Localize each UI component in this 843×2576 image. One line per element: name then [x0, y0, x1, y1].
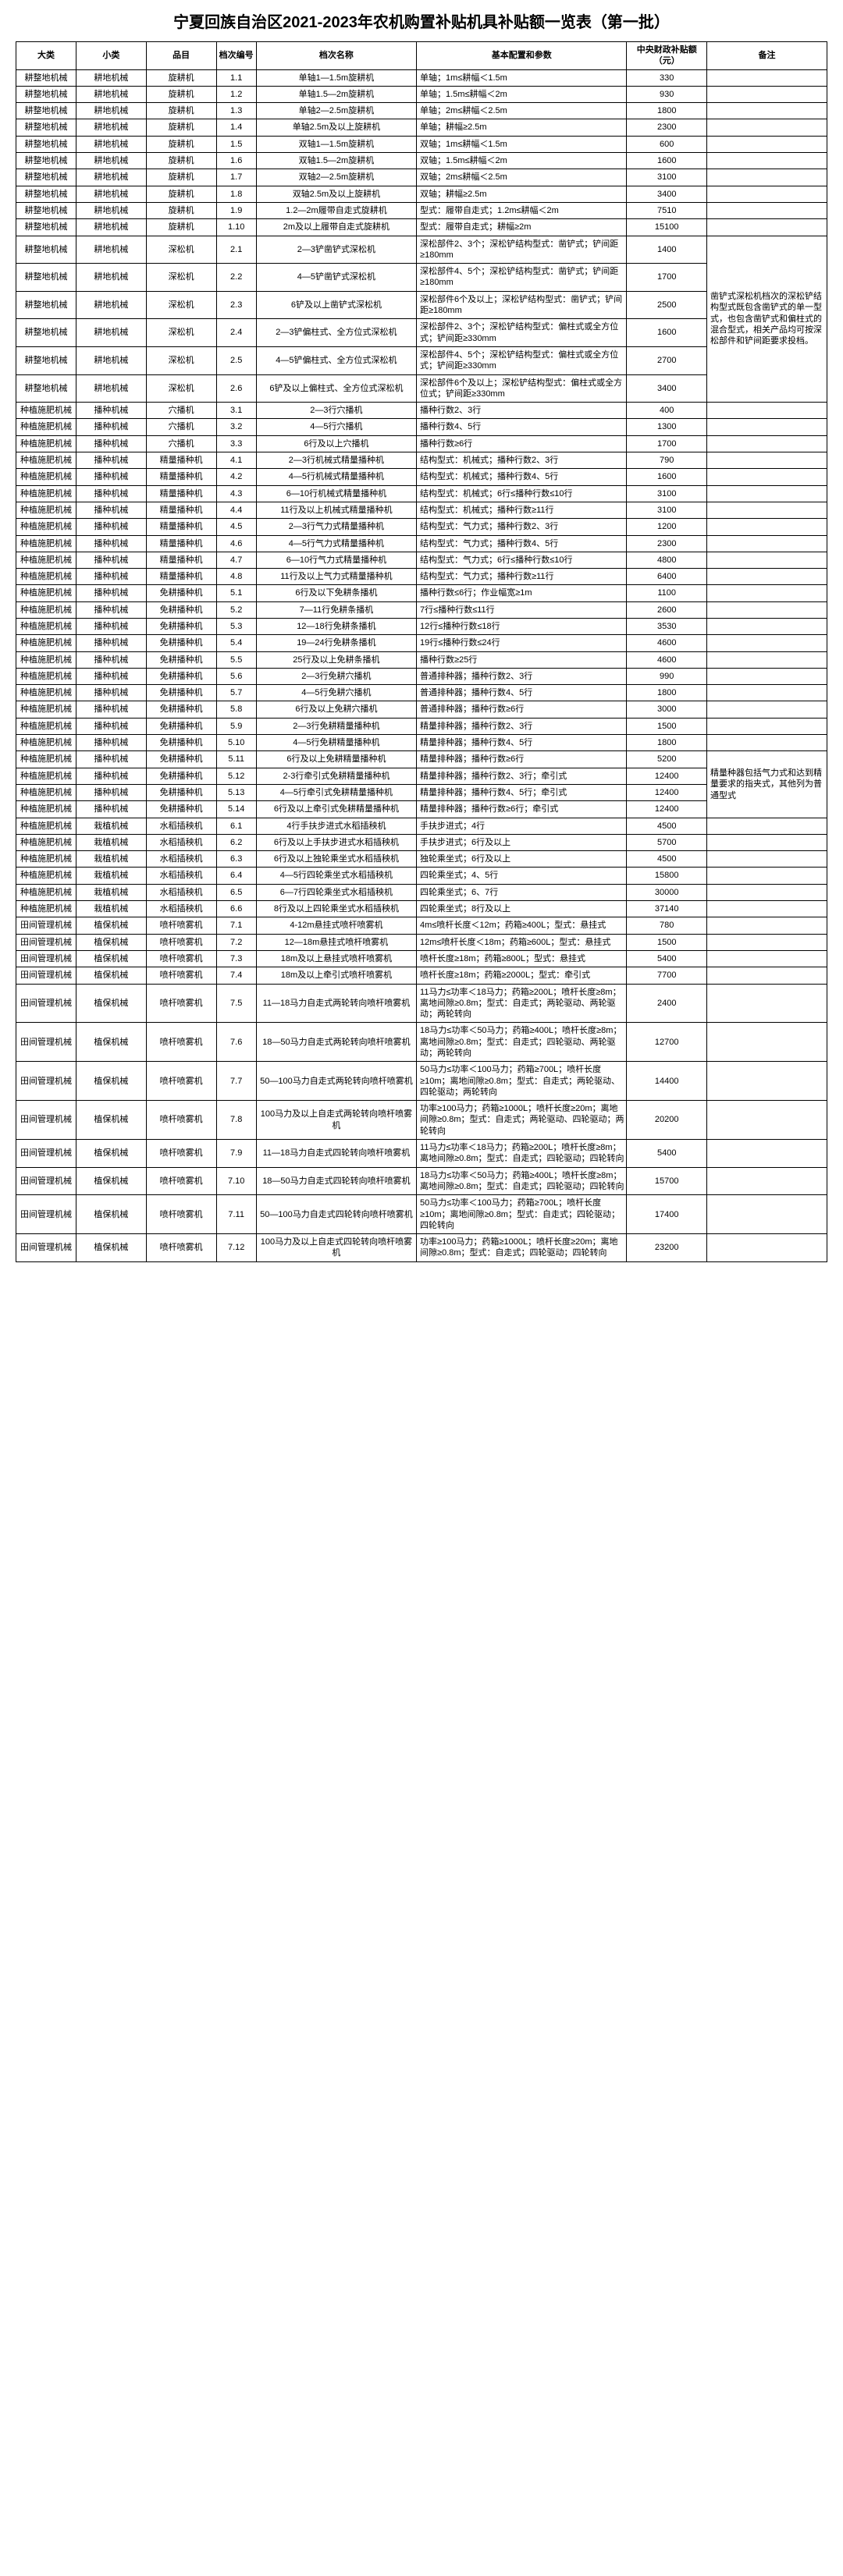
- table-row: 田间管理机械植保机械喷杆喷雾机7.618—50马力自走式两轮转向喷杆喷雾机18马…: [16, 1023, 827, 1062]
- table-row: 种植施肥机械栽植机械水稻插秧机6.36行及以上独轮乘坐式水稻插秧机独轮乘坐式；6…: [16, 851, 827, 868]
- table-row: 种植施肥机械播种机械免耕播种机5.86行及以上免耕穴播机普通排种器；播种行数≥6…: [16, 701, 827, 718]
- table-row: 田间管理机械植保机械喷杆喷雾机7.418m及以上牵引式喷杆喷雾机喷杆长度≥18m…: [16, 967, 827, 984]
- table-row: 种植施肥机械播种机械免耕播种机5.312—18行免耕条播机12行≤播种行数≤18…: [16, 618, 827, 634]
- table-row: 耕整地机械耕地机械旋耕机1.8双轴2.5m及以上旋耕机双轴；耕幅≥2.5m340…: [16, 186, 827, 202]
- table-row: 耕整地机械耕地机械旋耕机1.6双轴1.5—2m旋耕机双轴；1.5m≤耕幅＜2m1…: [16, 153, 827, 169]
- table-row: 耕整地机械耕地机械旋耕机1.102m及以上履带自走式旋耕机型式：履带自走式；耕幅…: [16, 219, 827, 236]
- table-row: 种植施肥机械播种机械穴播机3.12—3行穴播机播种行数2、3行400: [16, 403, 827, 419]
- table-row: 田间管理机械植保机械喷杆喷雾机7.8100马力及以上自走式两轮转向喷杆喷雾机功率…: [16, 1101, 827, 1140]
- table-row: 种植施肥机械播种机械精量播种机4.411行及以上机械式精量播种机结构型式：机械式…: [16, 502, 827, 518]
- table-row: 种植施肥机械播种机械免耕播种机5.16行及以下免耕条播机播种行数≤6行；作业幅宽…: [16, 585, 827, 601]
- table-row: 田间管理机械植保机械喷杆喷雾机7.1018—50马力自走式四轮转向喷杆喷雾机18…: [16, 1167, 827, 1195]
- subsidy-table: 大类 小类 品目 档次编号 档次名称 基本配置和参数 中央财政补贴额（元） 备注…: [16, 41, 827, 1262]
- table-row: 种植施肥机械播种机械免耕播种机5.146行及以上牵引式免耕精量播种机精量排种器；…: [16, 801, 827, 818]
- header-item: 品目: [146, 42, 216, 70]
- table-row: 种植施肥机械播种机械免耕播种机5.62—3行免耕穴播机普通排种器；播种行数2、3…: [16, 668, 827, 684]
- table-row: 耕整地机械耕地机械旋耕机1.1单轴1—1.5m旋耕机单轴；1m≤耕幅＜1.5m3…: [16, 69, 827, 86]
- table-row: 种植施肥机械栽植机械水稻插秧机6.26行及以上手扶步进式水稻插秧机手扶步进式；6…: [16, 834, 827, 850]
- table-row: 种植施肥机械播种机械免耕播种机5.525行及以上免耕条播机播种行数≥25行460…: [16, 651, 827, 668]
- table-row: 田间管理机械植保机械喷杆喷雾机7.511—18马力自走式两轮转向喷杆喷雾机11马…: [16, 984, 827, 1023]
- table-row: 耕整地机械耕地机械深松机2.36铲及以上凿铲式深松机深松部件6个及以上；深松铲结…: [16, 291, 827, 319]
- table-row: 田间管理机械植保机械喷杆喷雾机7.911—18马力自走式四轮转向喷杆喷雾机11马…: [16, 1140, 827, 1168]
- table-row: 种植施肥机械播种机械免耕播种机5.419—24行免耕条播机19行≤播种行数≤24…: [16, 635, 827, 651]
- table-row: 田间管理机械植保机械喷杆喷雾机7.750—100马力自走式两轮转向喷杆喷雾机50…: [16, 1062, 827, 1101]
- table-row: 种植施肥机械播种机械免耕播种机5.74—5行免耕穴播机普通排种器；播种行数4、5…: [16, 685, 827, 701]
- table-row: 种植施肥机械播种机械穴播机3.24—5行穴播机播种行数4、5行1300: [16, 419, 827, 435]
- table-row: 种植施肥机械播种机械免耕播种机5.122-3行牵引式免耕精量播种机精量排种器；播…: [16, 768, 827, 784]
- table-row: 种植施肥机械播种机械精量播种机4.52—3行气力式精量播种机结构型式：气力式；播…: [16, 519, 827, 535]
- table-row: 种植施肥机械播种机械精量播种机4.76—10行气力式精量播种机结构型式：气力式；…: [16, 552, 827, 568]
- header-cat1: 大类: [16, 42, 76, 70]
- table-row: 耕整地机械耕地机械旋耕机1.7双轴2—2.5m旋耕机双轴；2m≤耕幅＜2.5m3…: [16, 169, 827, 186]
- table-body: 耕整地机械耕地机械旋耕机1.1单轴1—1.5m旋耕机单轴；1m≤耕幅＜1.5m3…: [16, 69, 827, 1261]
- table-row: 耕整地机械耕地机械旋耕机1.91.2—2m履带自走式旋耕机型式：履带自走式；1.…: [16, 202, 827, 218]
- table-row: 种植施肥机械播种机械免耕播种机5.92—3行免耕精量播种机精量排种器；播种行数2…: [16, 718, 827, 734]
- table-row: 种植施肥机械栽植机械水稻插秧机6.44—5行四轮乘坐式水稻插秧机四轮乘坐式；4、…: [16, 868, 827, 884]
- table-row: 种植施肥机械播种机械免耕播种机5.27—11行免耕条播机7行≤播种行数≤11行2…: [16, 601, 827, 618]
- header-cat2: 小类: [76, 42, 146, 70]
- table-row: 种植施肥机械栽植机械水稻插秧机6.68行及以上四轮乘坐式水稻插秧机四轮乘坐式；8…: [16, 901, 827, 917]
- header-subsidy: 中央财政补贴额（元）: [627, 42, 707, 70]
- header-config: 基本配置和参数: [417, 42, 627, 70]
- table-row: 田间管理机械植保机械喷杆喷雾机7.12100马力及以上自走式四轮转向喷杆喷雾机功…: [16, 1234, 827, 1262]
- header-name: 档次名称: [256, 42, 416, 70]
- header-code: 档次编号: [216, 42, 256, 70]
- table-row: 种植施肥机械播种机械精量播种机4.36—10行机械式精量播种机结构型式：机械式；…: [16, 485, 827, 502]
- table-row: 耕整地机械耕地机械深松机2.42—3铲偏柱式、全方位式深松机深松部件2、3个；深…: [16, 319, 827, 347]
- table-row: 耕整地机械耕地机械深松机2.12—3铲凿铲式深松机深松部件2、3个；深松铲结构型…: [16, 236, 827, 264]
- table-row: 种植施肥机械播种机械免耕播种机5.134—5行牵引式免耕精量播种机精量排种器；播…: [16, 784, 827, 800]
- table-row: 田间管理机械植保机械喷杆喷雾机7.318m及以上悬挂式喷杆喷雾机喷杆长度≥18m…: [16, 950, 827, 967]
- table-row: 种植施肥机械播种机械免耕播种机5.116行及以上免耕精量播种机精量排种器；播种行…: [16, 751, 827, 768]
- table-row: 种植施肥机械播种机械精量播种机4.811行及以上气力式精量播种机结构型式：气力式…: [16, 569, 827, 585]
- header-remark: 备注: [707, 42, 827, 70]
- table-row: 耕整地机械耕地机械深松机2.54—5铲偏柱式、全方位式深松机深松部件4、5个；深…: [16, 346, 827, 374]
- table-row: 种植施肥机械播种机械精量播种机4.24—5行机械式精量播种机结构型式：机械式；播…: [16, 469, 827, 485]
- remark-cell: 凿铲式深松机档次的深松铲结构型式既包含凿铲式的单一型式，也包含凿铲式和偏柱式的混…: [707, 236, 827, 403]
- table-row: 耕整地机械耕地机械旋耕机1.5双轴1—1.5m旋耕机双轴；1m≤耕幅＜1.5m6…: [16, 136, 827, 152]
- table-row: 种植施肥机械播种机械免耕播种机5.104—5行免耕精量播种机精量排种器；播种行数…: [16, 735, 827, 751]
- table-row: 种植施肥机械播种机械精量播种机4.64—5行气力式精量播种机结构型式：气力式；播…: [16, 535, 827, 552]
- table-row: 耕整地机械耕地机械旋耕机1.2单轴1.5—2m旋耕机单轴；1.5m≤耕幅＜2m9…: [16, 86, 827, 102]
- page-title: 宁夏回族自治区2021-2023年农机购置补贴机具补贴额一览表（第一批）: [0, 0, 843, 41]
- table-header-row: 大类 小类 品目 档次编号 档次名称 基本配置和参数 中央财政补贴额（元） 备注: [16, 42, 827, 70]
- table-row: 耕整地机械耕地机械旋耕机1.3单轴2—2.5m旋耕机单轴；2m≤耕幅＜2.5m1…: [16, 103, 827, 119]
- table-row: 田间管理机械植保机械喷杆喷雾机7.14-12m悬挂式喷杆喷雾机4m≤喷杆长度＜1…: [16, 917, 827, 934]
- table-row: 耕整地机械耕地机械旋耕机1.4单轴2.5m及以上旋耕机单轴；耕幅≥2.5m230…: [16, 119, 827, 136]
- table-row: 田间管理机械植保机械喷杆喷雾机7.212—18m悬挂式喷杆喷雾机12m≤喷杆长度…: [16, 934, 827, 950]
- table-row: 耕整地机械耕地机械深松机2.66铲及以上偏柱式、全方位式深松机深松部件6个及以上…: [16, 374, 827, 403]
- table-row: 种植施肥机械播种机械穴播机3.36行及以上穴播机播种行数≥6行1700: [16, 435, 827, 452]
- table-row: 种植施肥机械栽植机械水稻插秧机6.14行手扶步进式水稻插秧机手扶步进式；4行45…: [16, 818, 827, 834]
- table-row: 田间管理机械植保机械喷杆喷雾机7.1150—100马力自走式四轮转向喷杆喷雾机5…: [16, 1195, 827, 1234]
- table-row: 耕整地机械耕地机械深松机2.24—5铲凿铲式深松机深松部件4、5个；深松铲结构型…: [16, 264, 827, 292]
- table-row: 种植施肥机械栽植机械水稻插秧机6.56—7行四轮乘坐式水稻插秧机四轮乘坐式；6、…: [16, 884, 827, 900]
- remark-cell: 精量种器包括气力式和达到精量要求的指夹式，其他列为普通型式: [707, 751, 827, 818]
- table-row: 种植施肥机械播种机械精量播种机4.12—3行机械式精量播种机结构型式：机械式；播…: [16, 452, 827, 469]
